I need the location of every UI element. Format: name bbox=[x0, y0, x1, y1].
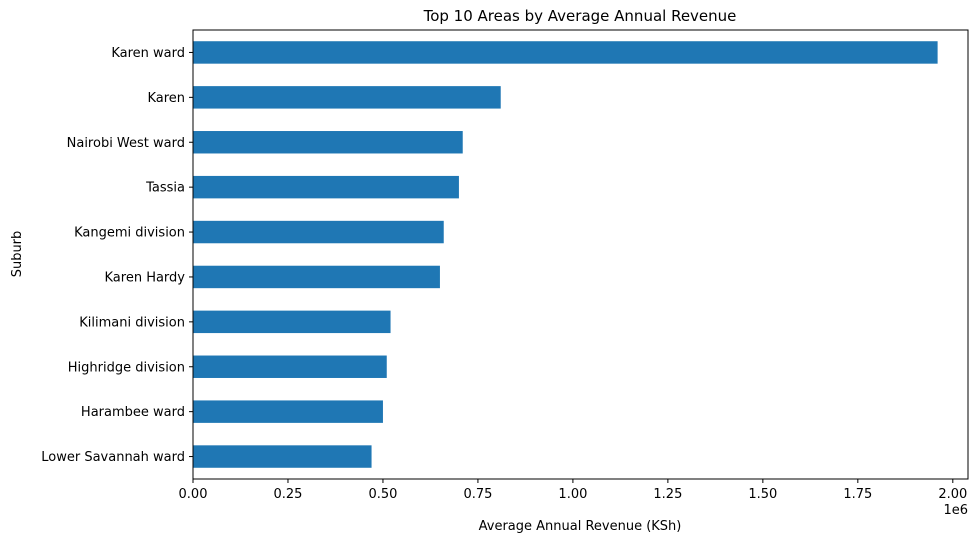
bar bbox=[193, 355, 387, 378]
x-axis-label: Average Annual Revenue (KSh) bbox=[479, 519, 682, 534]
x-tick-label: 0.50 bbox=[368, 487, 397, 502]
y-tick-label: Lower Savannah ward bbox=[41, 450, 185, 465]
y-tick-label: Harambee ward bbox=[81, 405, 185, 420]
x-tick-label: 1.75 bbox=[843, 487, 872, 502]
x-axis-offset-label: 1e6 bbox=[943, 503, 968, 518]
y-tick-label: Tassia bbox=[145, 181, 185, 196]
bar bbox=[193, 445, 372, 468]
y-tick-label: Karen bbox=[147, 91, 185, 106]
x-tick-label: 0.25 bbox=[273, 487, 302, 502]
bar bbox=[193, 175, 459, 199]
bar bbox=[193, 86, 501, 109]
y-tick-label: Kilimani division bbox=[79, 315, 185, 330]
x-tick-label: 1.00 bbox=[558, 487, 587, 502]
bar bbox=[193, 310, 391, 334]
bar bbox=[193, 265, 440, 289]
x-tick-label: 2.00 bbox=[938, 487, 967, 502]
y-tick-label: Highridge division bbox=[68, 360, 185, 375]
bar bbox=[193, 41, 938, 64]
bar bbox=[193, 400, 383, 423]
y-tick-label: Karen ward bbox=[111, 46, 185, 61]
x-axis-ticks: 0.00 0.25 0.50 0.75 1.00 1.25 1.50 1.75 2.00 bbox=[179, 479, 967, 502]
x-tick-label: 1.25 bbox=[653, 487, 682, 502]
bars-layer bbox=[193, 41, 938, 468]
y-axis-ticks: Karen ward Karen Nairobi West ward Tassia Ka… bbox=[41, 46, 193, 465]
bar bbox=[193, 131, 463, 154]
plot-frame bbox=[192, 29, 969, 480]
x-tick-label: 0.75 bbox=[463, 487, 492, 502]
y-tick-label: Karen Hardy bbox=[105, 270, 186, 285]
x-tick-label: 0.00 bbox=[179, 487, 208, 502]
chart-title: Top 10 Areas by Average Annual Revenue bbox=[423, 7, 737, 25]
y-axis-label: Suburb bbox=[10, 231, 25, 278]
bar bbox=[193, 220, 444, 244]
x-tick-label: 1.50 bbox=[748, 487, 777, 502]
y-tick-label: Kangemi division bbox=[74, 226, 185, 241]
y-tick-label: Nairobi West ward bbox=[67, 136, 185, 151]
